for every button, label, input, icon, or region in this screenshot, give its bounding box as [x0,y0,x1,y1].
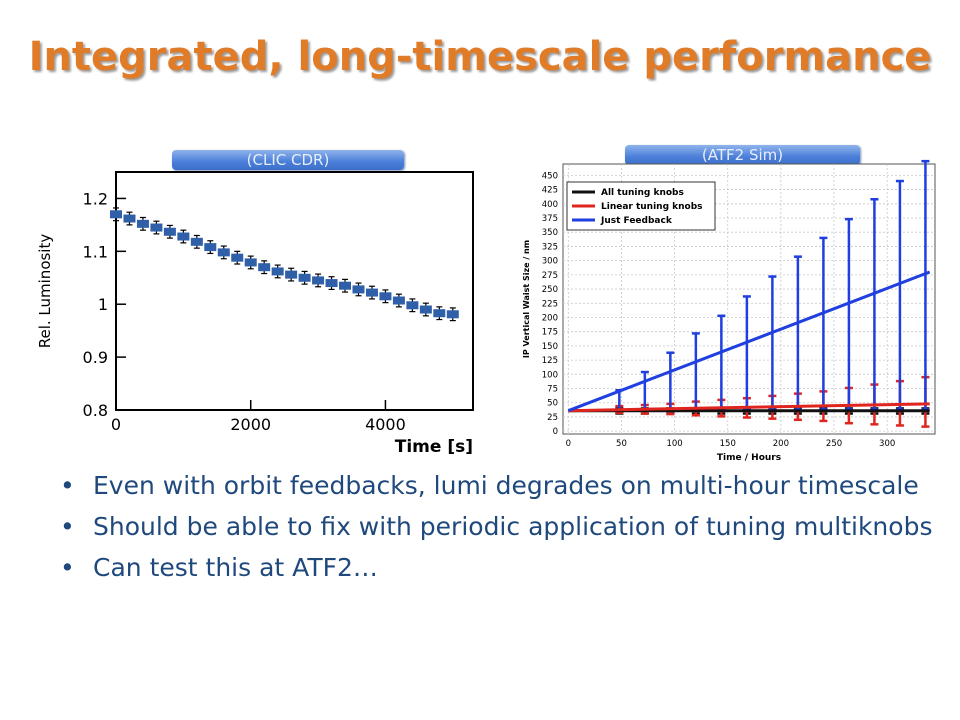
y-tick-label: 125 [542,356,558,366]
y-tick-label: 1.1 [83,242,108,261]
data-point [379,292,392,301]
y-tick-label: 225 [542,299,558,309]
legend-label: All tuning knobs [601,188,684,198]
data-point [339,281,352,290]
data-point [190,237,203,246]
bullet-item: • Should be able to fix with periodic app… [60,511,940,542]
y-tick-label: 1.2 [83,189,108,208]
y-tick-label: 0 [553,427,558,437]
y-tick-label: 175 [542,328,558,338]
data-point [298,273,311,282]
y-tick-label: 300 [542,257,558,267]
x-tick-label: 0 [111,415,121,434]
bullet-item: • Can test this at ATF2… [60,552,940,583]
data-point [392,296,405,305]
y-tick-label: 375 [542,214,558,224]
data-point [446,310,459,319]
data-point [123,214,136,223]
x-tick-label: 150 [720,439,736,449]
y-tick-label: 0.8 [83,401,108,420]
slide-title: Integrated, long-timescale performance [28,34,932,80]
data-point [150,223,163,232]
x-tick-label: 4000 [365,415,406,434]
y-tick-label: 50 [547,399,558,409]
y-tick-label: 25 [547,413,558,423]
luminosity-chart: 0.8 0.9 1 1.1 1.2 0 2000 4000 Time [s] Rel. Lumin… [36,171,474,457]
bullet-icon: • [60,512,75,541]
data-point [271,267,284,276]
legend-label: Just Feedback [600,216,673,226]
data-point [285,270,298,279]
data-point [325,279,338,288]
x-tick-label: 50 [616,439,627,449]
data-point [163,227,176,236]
y-tick-label: 250 [542,285,558,295]
data-point [110,210,122,219]
data-point [136,219,149,228]
data-point [258,263,271,272]
x-axis-label: Time [s] [395,437,473,457]
x-tick-label: 2000 [230,415,271,434]
x-tick-label: 250 [826,439,842,449]
data-point [352,285,365,294]
bullet-icon: • [60,553,75,582]
data-point [177,232,190,241]
y-tick-label: 350 [542,228,558,238]
y-tick-label: 400 [542,200,558,210]
source-label-clic-cdr: (CLIC CDR) [172,150,404,170]
data-point [244,258,257,267]
y-tick-label: 100 [542,370,558,380]
bullet-item: • Even with orbit feedbacks, lumi degrade… [60,470,940,501]
data-point [204,243,217,252]
data-point [231,253,244,262]
waist-size-chart: 0 25 50 75 100 125 150 175 200 225 250 275 300 325 350… [522,159,936,463]
y-tick-label: 75 [547,385,558,395]
plot-frame [115,171,474,411]
data-point [406,301,419,310]
legend-label: Linear tuning knobs [601,202,703,212]
y-tick-label: 1 [98,295,108,314]
data-point [365,288,378,297]
y-tick-label: 275 [542,271,558,281]
data-point [217,248,230,257]
y-axis-label: Rel. Luminosity [36,234,54,349]
y-tick-label: 425 [542,186,558,196]
source-label-atf2-sim: (ATF2 Sim) [625,145,860,165]
data-point [312,276,325,285]
x-tick-label: 100 [666,439,682,449]
bullet-text: Can test this at ATF2… [93,553,378,582]
y-tick-label: 0.9 [83,348,108,367]
x-tick-label: 200 [773,439,789,449]
x-axis-label: Time / Hours [717,453,781,463]
y-tick-label: 450 [542,171,558,181]
data-point [433,309,446,318]
bullet-text: Even with orbit feedbacks, lumi degrades… [93,471,919,500]
series-line [567,270,931,413]
bullet-icon: • [60,471,75,500]
series-line [568,402,930,413]
x-tick-label: 300 [879,439,895,449]
bullet-list: • Even with orbit feedbacks, lumi degrade… [60,470,940,593]
y-tick-label: 150 [542,342,558,352]
y-tick-label: 200 [542,313,558,323]
data-point [419,305,432,314]
y-axis-label: IP Vertical Waist Size / nm [522,240,531,358]
bullet-text: Should be able to fix with periodic appl… [93,512,933,541]
x-tick-label: 0 [566,439,571,449]
y-tick-label: 325 [542,242,558,252]
